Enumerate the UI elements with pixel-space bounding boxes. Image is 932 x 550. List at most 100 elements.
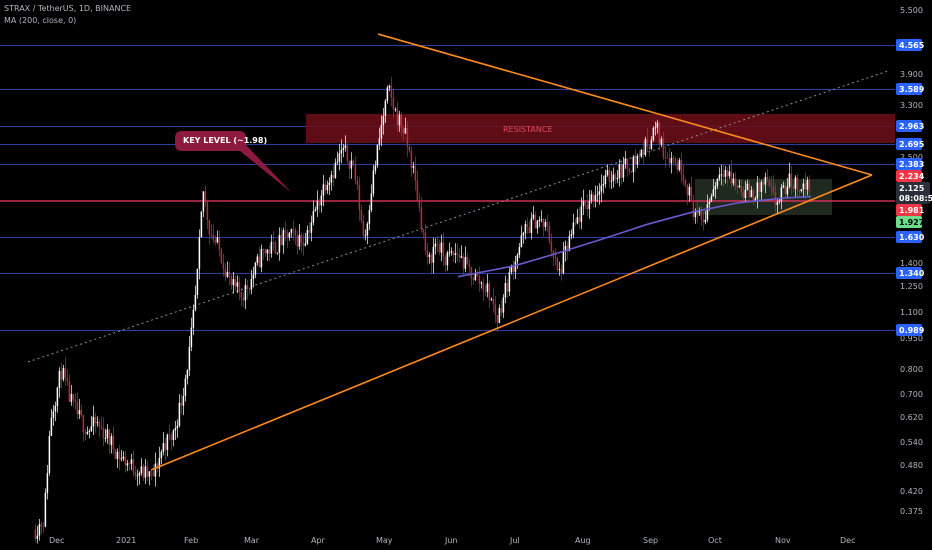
candle-bear bbox=[674, 158, 677, 163]
candle-bull bbox=[190, 327, 193, 347]
candle-bull bbox=[290, 229, 293, 233]
candle-bear bbox=[180, 402, 183, 406]
candle-bear bbox=[684, 180, 687, 185]
candle-bull bbox=[404, 128, 407, 134]
last-price-badge bbox=[896, 182, 930, 204]
candle-bear bbox=[456, 253, 459, 255]
candle-bear bbox=[302, 242, 305, 246]
candle-bull bbox=[562, 251, 565, 274]
candle-bull bbox=[374, 165, 377, 171]
candle-bull bbox=[378, 138, 381, 145]
candle-bear bbox=[80, 410, 83, 416]
candle-bear bbox=[150, 471, 153, 473]
candle-bear bbox=[762, 182, 765, 185]
time-axis[interactable]: Dec 2021 Feb Mar Apr May Jun Jul Aug Sep… bbox=[49, 536, 855, 545]
candle-bear bbox=[396, 109, 399, 126]
candle-bull bbox=[184, 378, 187, 396]
candle-bear bbox=[550, 241, 553, 251]
candle-bull bbox=[746, 183, 749, 190]
candle-bear bbox=[308, 230, 311, 233]
candle-bear bbox=[686, 184, 689, 196]
candle-bull bbox=[654, 127, 657, 129]
candle-bull bbox=[756, 182, 759, 199]
candle-bull bbox=[754, 198, 757, 202]
candle-bear bbox=[468, 264, 471, 268]
candle-bear bbox=[642, 149, 645, 155]
candle-bear bbox=[354, 163, 357, 181]
dotted-channel-line[interactable] bbox=[27, 70, 889, 363]
y-tick: 3.300 bbox=[900, 101, 923, 110]
candle-bull bbox=[158, 457, 161, 469]
candle-bull bbox=[254, 262, 257, 275]
candle-bear bbox=[506, 283, 509, 292]
candle-bear bbox=[214, 240, 217, 243]
key-level-callout[interactable] bbox=[175, 131, 292, 193]
candle-bear bbox=[534, 214, 537, 229]
resistance-zone[interactable] bbox=[306, 114, 895, 143]
candle-bear bbox=[208, 220, 211, 235]
lower-trendline[interactable] bbox=[150, 174, 873, 471]
y-tick: 0.375 bbox=[900, 507, 923, 516]
indicator-title[interactable]: MA (200, close, 0) bbox=[4, 16, 77, 25]
candle-bull bbox=[194, 294, 197, 310]
upper-trendline[interactable] bbox=[377, 33, 873, 176]
candle-bull bbox=[570, 234, 573, 237]
candle-bull bbox=[200, 211, 203, 238]
candle-bull bbox=[380, 124, 383, 139]
price-badge-text: 1.630 bbox=[899, 233, 925, 242]
candle-bear bbox=[294, 230, 297, 236]
candle-bull bbox=[474, 273, 477, 280]
candle-bear bbox=[112, 436, 115, 450]
candle-bull bbox=[192, 309, 195, 328]
candle-bull bbox=[732, 178, 735, 184]
y-tick: 1.400 bbox=[900, 259, 923, 268]
candle-bull bbox=[126, 463, 129, 466]
price-badge-text: 1.927 bbox=[899, 218, 924, 227]
candle-bear bbox=[358, 184, 361, 211]
candle-bear bbox=[280, 234, 283, 246]
candle-bear bbox=[692, 200, 695, 218]
candle-bear bbox=[34, 529, 37, 539]
candle-bear bbox=[272, 241, 275, 243]
candle-bear bbox=[414, 165, 417, 181]
candle-bull bbox=[58, 370, 61, 388]
candle-bear bbox=[426, 250, 429, 257]
candle-bull bbox=[136, 475, 139, 477]
candle-bear bbox=[74, 399, 77, 403]
candle-bull bbox=[624, 158, 627, 164]
candle-bull bbox=[166, 434, 169, 450]
candle-bear bbox=[466, 257, 469, 265]
price-badge-text: 4.565 bbox=[899, 41, 925, 50]
candle-bull bbox=[236, 282, 239, 287]
candle-bear bbox=[798, 190, 801, 192]
candle-bull bbox=[568, 236, 571, 251]
candle-bull bbox=[720, 174, 723, 176]
candle-bear bbox=[470, 267, 473, 279]
candle-bull bbox=[282, 230, 285, 246]
candle-bear bbox=[332, 174, 335, 178]
x-tick: Apr bbox=[311, 536, 326, 545]
candle-bear bbox=[248, 288, 251, 290]
candle-bull bbox=[502, 297, 505, 313]
candle-bull bbox=[48, 435, 51, 474]
candle-bear bbox=[156, 463, 159, 469]
candle-bull bbox=[322, 184, 325, 196]
candle-bear bbox=[478, 275, 481, 284]
candle-bull bbox=[688, 186, 691, 196]
candle-bull bbox=[616, 178, 619, 180]
candle-bull bbox=[174, 428, 177, 431]
candle-bull bbox=[524, 224, 527, 233]
candle-bull bbox=[130, 459, 133, 464]
x-tick: Feb bbox=[184, 536, 198, 545]
price-badge bbox=[896, 267, 922, 279]
symbol-title[interactable]: STRAX / TetherUS, 1D, BINANCE bbox=[4, 4, 132, 13]
candle-bull bbox=[508, 272, 511, 292]
candle-bull bbox=[38, 524, 41, 536]
candle-bull bbox=[148, 471, 151, 477]
ma-200-line[interactable] bbox=[457, 195, 812, 278]
candle-bull bbox=[350, 160, 353, 169]
candle-bull bbox=[782, 185, 785, 188]
price-badge bbox=[896, 324, 922, 336]
candle-bear bbox=[246, 285, 249, 289]
